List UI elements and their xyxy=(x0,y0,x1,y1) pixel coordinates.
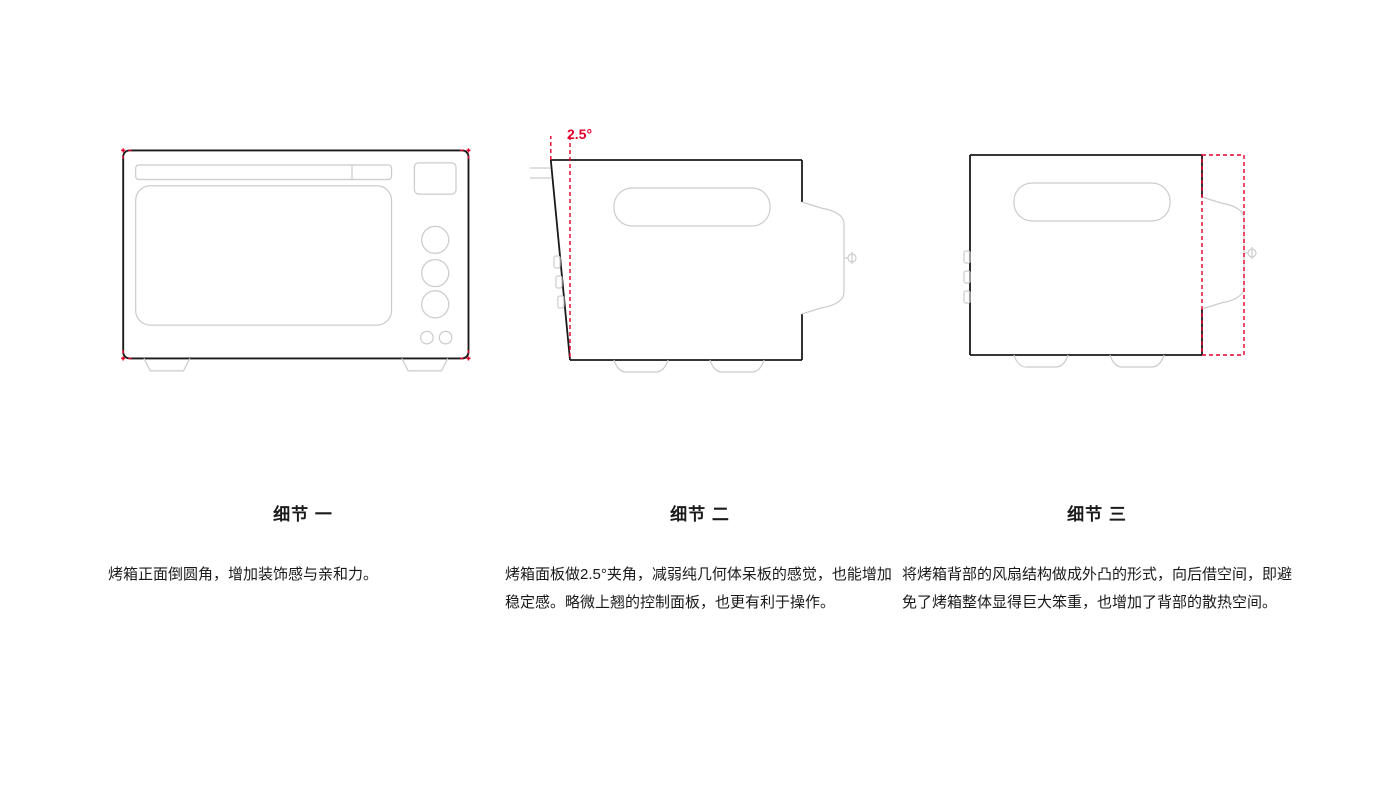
column-1: 细节 一 烤箱正面倒圆角，增加装饰感与亲和力。 xyxy=(108,500,498,617)
detail-body-3: 将烤箱背部的风扇结构做成外凸的形式，向后借空间，即避免了烤箱整体显得巨大笨重，也… xyxy=(902,561,1292,617)
page: 2.5° 细节 一 烤箱正面倒圆角，增加装饰感与亲和力。 细节 二 烤箱面板做2… xyxy=(0,0,1400,788)
diagram-side-tilt xyxy=(530,120,880,400)
detail-title-2: 细节 二 xyxy=(505,500,895,525)
diagram-side-rear xyxy=(950,140,1280,400)
column-2: 细节 二 烤箱面板做2.5°夹角，减弱纯几何体呆板的感觉，也能增加稳定感。略微上… xyxy=(505,500,895,617)
detail-body-2: 烤箱面板做2.5°夹角，减弱纯几何体呆板的感觉，也能增加稳定感。略微上翘的控制面… xyxy=(505,561,895,617)
detail-body-1: 烤箱正面倒圆角，增加装饰感与亲和力。 xyxy=(108,561,498,589)
diagram-front xyxy=(110,140,490,400)
column-3: 细节 三 将烤箱背部的风扇结构做成外凸的形式，向后借空间，即避免了烤箱整体显得巨… xyxy=(902,500,1292,617)
detail-title-3: 细节 三 xyxy=(902,500,1292,525)
diagram-row: 2.5° xyxy=(0,120,1400,420)
detail-title-1: 细节 一 xyxy=(108,500,498,525)
text-columns: 细节 一 烤箱正面倒圆角，增加装饰感与亲和力。 细节 二 烤箱面板做2.5°夹角… xyxy=(108,500,1292,617)
